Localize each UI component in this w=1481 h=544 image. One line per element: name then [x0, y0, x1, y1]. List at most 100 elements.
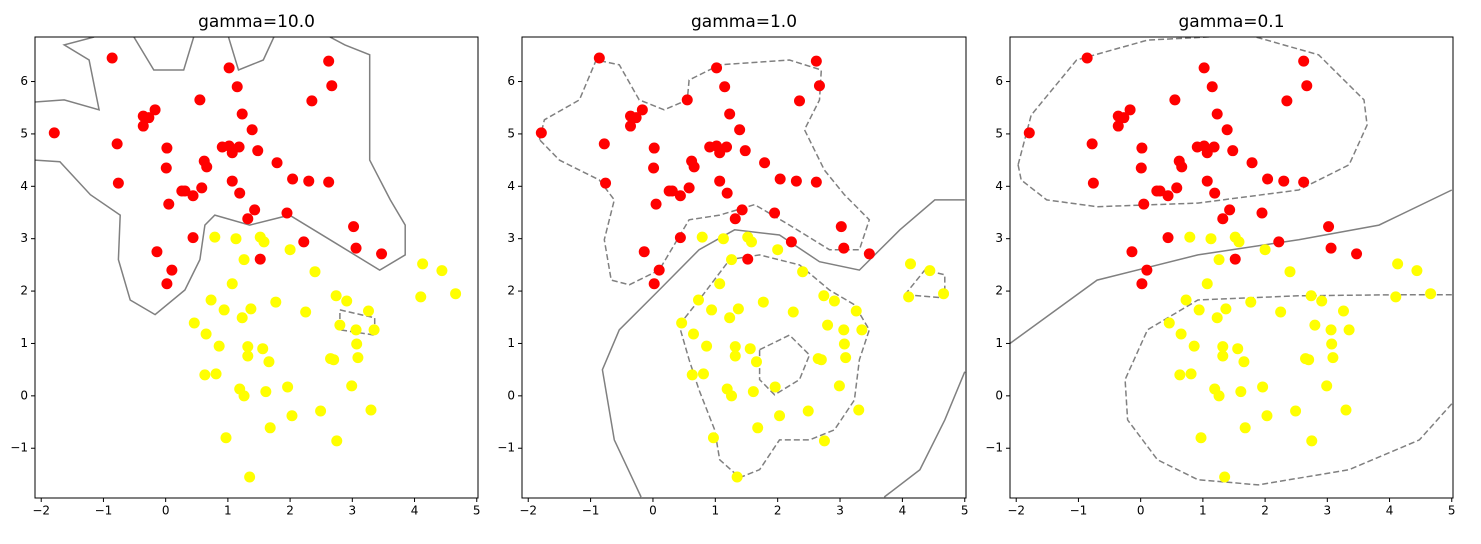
chart-title: gamma=0.1: [1178, 12, 1284, 32]
point: [731, 471, 743, 483]
point: [1411, 265, 1423, 277]
point: [1126, 246, 1138, 258]
point: [840, 352, 852, 364]
y-tick-label: 3: [995, 231, 1003, 245]
point: [238, 390, 250, 402]
point: [838, 242, 850, 254]
point: [1224, 204, 1236, 216]
y-tick-label: −1: [985, 441, 1003, 455]
point: [281, 207, 293, 219]
point: [828, 295, 840, 307]
x-tick-label: 3: [1323, 504, 1331, 518]
point: [1316, 295, 1328, 307]
point: [1208, 141, 1220, 153]
point: [1171, 182, 1183, 194]
point: [436, 265, 448, 277]
decision-contour: [35, 37, 406, 316]
point: [1227, 145, 1239, 157]
point: [1118, 112, 1130, 124]
subplot: gamma=1.0 −2 −1 0 1 2 3 4 5 −1 0 1 2 3 4 5 6: [497, 12, 968, 518]
point: [1198, 62, 1210, 74]
point: [742, 253, 754, 265]
point: [736, 204, 748, 216]
point: [810, 55, 822, 67]
x-tick-label: 1: [224, 504, 232, 518]
x-tick-label: 0: [649, 504, 657, 518]
point: [1162, 190, 1174, 202]
point: [818, 435, 830, 447]
point: [348, 221, 360, 233]
point: [112, 177, 124, 189]
point: [188, 317, 200, 329]
point: [111, 138, 123, 150]
y-tick-label: 4: [995, 179, 1003, 193]
point: [1273, 236, 1285, 248]
decision-contour: [904, 269, 946, 299]
point: [257, 343, 269, 355]
point: [341, 295, 353, 307]
x-tick-label: 4: [899, 504, 907, 518]
point: [905, 258, 916, 270]
point: [1337, 305, 1349, 317]
point: [938, 288, 950, 300]
chart-title: gamma=10.0: [198, 12, 315, 32]
point: [286, 410, 298, 422]
point: [1136, 142, 1148, 154]
axes-frame: [1009, 36, 1454, 499]
point: [1219, 471, 1231, 483]
point: [246, 124, 258, 136]
point: [697, 368, 709, 380]
x-tick-label: 5: [1448, 504, 1456, 518]
point: [106, 52, 118, 64]
point: [1229, 253, 1241, 265]
point: [1081, 52, 1093, 64]
y-tick-label: 0: [995, 388, 1003, 402]
point: [648, 162, 660, 174]
y-tick-label: 5: [507, 126, 515, 140]
point: [1213, 390, 1225, 402]
x-tick-label: 4: [1386, 504, 1394, 518]
point: [683, 182, 695, 194]
point: [368, 324, 380, 336]
point: [1087, 177, 1099, 189]
point: [815, 354, 827, 366]
y-tick-label: 2: [507, 284, 515, 298]
point: [323, 55, 335, 67]
point: [242, 350, 254, 362]
point: [853, 404, 865, 416]
point: [535, 127, 547, 139]
decision-contour: [1017, 37, 1368, 208]
point: [1259, 244, 1271, 256]
point: [1023, 127, 1035, 139]
point: [166, 264, 178, 276]
point: [1217, 213, 1229, 225]
point: [213, 340, 225, 352]
point: [230, 233, 242, 245]
point: [187, 232, 199, 244]
point: [648, 278, 660, 290]
point: [249, 204, 261, 216]
point: [282, 381, 294, 393]
point: [724, 312, 736, 324]
point: [351, 338, 363, 350]
point: [681, 94, 693, 106]
point: [1298, 176, 1310, 188]
y-tick-label: 2: [20, 284, 28, 298]
point: [1278, 175, 1290, 187]
point: [350, 242, 362, 254]
point: [1425, 288, 1437, 300]
point: [794, 95, 805, 107]
point: [732, 303, 744, 315]
point: [252, 145, 264, 157]
point: [674, 232, 686, 244]
decision-contour: [1010, 189, 1453, 345]
point: [218, 304, 230, 316]
y-tick-label: 2: [995, 284, 1003, 298]
point: [306, 95, 318, 107]
point: [729, 341, 741, 353]
point: [772, 244, 784, 256]
point: [1163, 317, 1175, 329]
point: [802, 405, 814, 417]
point: [721, 187, 733, 199]
point: [706, 304, 718, 316]
